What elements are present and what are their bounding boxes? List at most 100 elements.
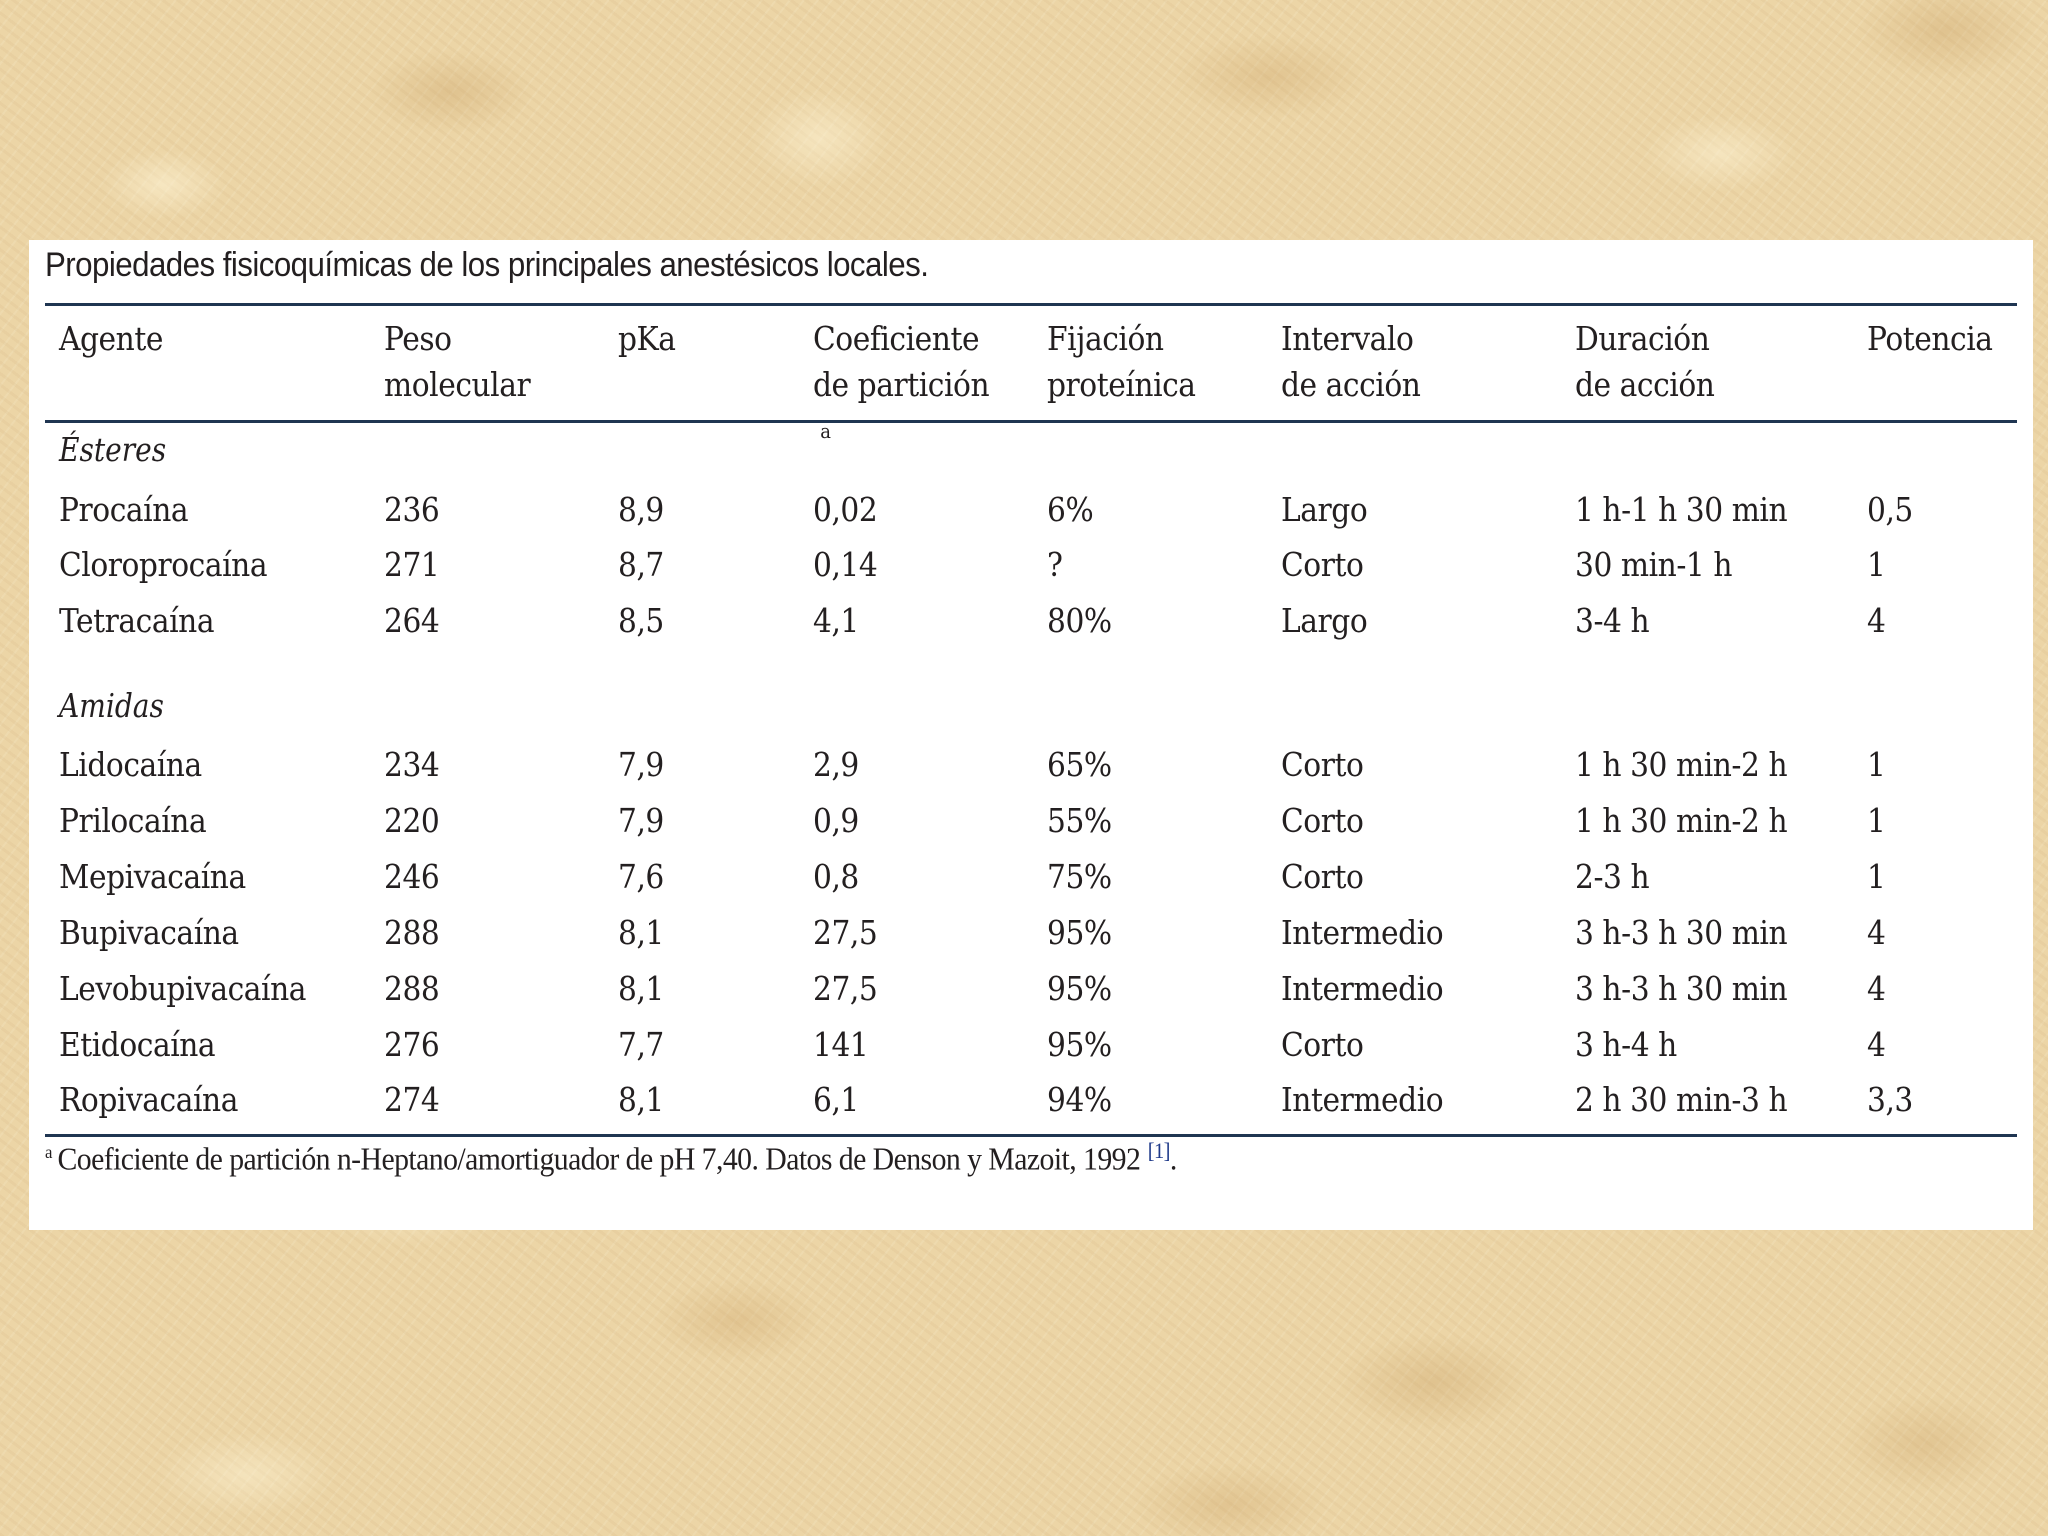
cell-intervalo: Intermedio: [1281, 969, 1444, 1008]
cell-agente: Mepivacaína: [59, 857, 246, 896]
cell-duracion: 1 h 30 min-2 h: [1575, 801, 1788, 840]
group-label-amidas: Amidas: [59, 686, 164, 725]
cell-coeficiente: 4,1: [813, 601, 859, 640]
table-caption: Propiedades fisicoquímicas de los princi…: [45, 246, 929, 284]
table-row: Mepivacaína 246 7,6 0,8 75% Corto 2-3 h …: [29, 852, 2033, 902]
table-row: Ropivacaína 274 8,1 6,1 94% Intermedio 2…: [29, 1075, 2033, 1125]
table-footnote: a Coeficiente de partición n-Heptano/amor…: [45, 1138, 1177, 1178]
cell-fijacion: 65%: [1047, 745, 1112, 784]
cell-potencia: 4: [1867, 601, 1886, 640]
cell-peso: 220: [384, 801, 440, 840]
cell-peso: 288: [384, 913, 440, 952]
cell-pka: 8,1: [618, 1080, 664, 1119]
header-duracion-accion: Duración de acción: [1575, 319, 1715, 404]
cell-potencia: 4: [1867, 969, 1886, 1008]
cell-agente: Bupivacaína: [59, 913, 239, 952]
cell-peso: 236: [384, 490, 440, 529]
header-rule: [45, 420, 2017, 423]
cell-fijacion: 80%: [1047, 601, 1112, 640]
cell-coeficiente: 141: [813, 1025, 869, 1064]
cell-coeficiente: 0,9: [813, 801, 859, 840]
cell-coeficiente: 0,02: [813, 490, 878, 529]
cell-agente: Procaína: [59, 490, 189, 529]
cell-duracion: 2 h 30 min-3 h: [1575, 1080, 1788, 1119]
cell-peso: 276: [384, 1025, 440, 1064]
table-panel: Propiedades fisicoquímicas de los princi…: [29, 240, 2033, 1230]
cell-duracion: 3 h-4 h: [1575, 1025, 1677, 1064]
header-pka: pKa: [618, 319, 676, 358]
cell-pka: 7,9: [618, 745, 664, 784]
cell-peso: 274: [384, 1080, 440, 1119]
cell-pka: 8,1: [618, 913, 664, 952]
table-top-rule: [45, 303, 2017, 306]
cell-intervalo: Corto: [1281, 801, 1364, 840]
reference-link[interactable]: [1]: [1147, 1138, 1171, 1163]
cell-duracion: 1 h 30 min-2 h: [1575, 745, 1788, 784]
header-agente: Agente: [59, 319, 163, 358]
cell-agente: Lidocaína: [59, 745, 202, 784]
cell-fijacion: 95%: [1047, 1025, 1112, 1064]
cell-potencia: 0,5: [1867, 490, 1913, 529]
cell-coeficiente: 6,1: [813, 1080, 859, 1119]
footnote-mark: a: [45, 1142, 52, 1162]
cell-duracion: 30 min-1 h: [1575, 545, 1733, 584]
cell-potencia: 4: [1867, 1025, 1886, 1064]
table-row: Tetracaína 264 8,5 4,1 80% Largo 3-4 h 4: [29, 596, 2033, 646]
cell-intervalo: Intermedio: [1281, 1080, 1444, 1119]
header-coeficiente-particion: Coeficiente de partición a: [813, 316, 990, 454]
header-fijacion-proteinica: Fijación proteínica: [1047, 319, 1196, 404]
cell-potencia: 1: [1867, 857, 1886, 896]
table-row: Procaína 236 8,9 0,02 6% Largo 1 h-1 h 3…: [29, 485, 2033, 535]
cell-pka: 8,5: [618, 601, 664, 640]
cell-fijacion: 6%: [1047, 490, 1094, 529]
table-row: Etidocaína 276 7,7 141 95% Corto 3 h-4 h…: [29, 1020, 2033, 1070]
cell-pka: 7,9: [618, 801, 664, 840]
cell-coeficiente: 0,8: [813, 857, 859, 896]
table-row: Cloroprocaína 271 8,7 0,14 ? Corto 30 mi…: [29, 540, 2033, 590]
cell-peso: 288: [384, 969, 440, 1008]
table-row: Levobupivacaína 288 8,1 27,5 95% Interme…: [29, 964, 2033, 1014]
cell-pka: 8,7: [618, 545, 664, 584]
cell-intervalo: Largo: [1281, 490, 1368, 529]
cell-intervalo: Corto: [1281, 857, 1364, 896]
cell-pka: 8,1: [618, 969, 664, 1008]
cell-potencia: 4: [1867, 913, 1886, 952]
cell-duracion: 1 h-1 h 30 min: [1575, 490, 1788, 529]
cell-potencia: 1: [1867, 801, 1886, 840]
cell-pka: 8,9: [618, 490, 664, 529]
header-potencia: Potencia: [1867, 319, 1993, 358]
cell-fijacion: 55%: [1047, 801, 1112, 840]
header-intervalo-accion: Intervalo de acción: [1281, 319, 1421, 404]
cell-fijacion: 95%: [1047, 969, 1112, 1008]
footnote-text: Coeficiente de partición n-Heptano/amort…: [57, 1140, 1141, 1177]
cell-duracion: 3 h-3 h 30 min: [1575, 913, 1788, 952]
table-row: Bupivacaína 288 8,1 27,5 95% Intermedio …: [29, 908, 2033, 958]
cell-agente: Cloroprocaína: [59, 545, 268, 584]
cell-agente: Etidocaína: [59, 1025, 216, 1064]
cell-potencia: 3,3: [1867, 1080, 1913, 1119]
cell-agente: Tetracaína: [59, 601, 215, 640]
cell-duracion: 2-3 h: [1575, 857, 1650, 896]
cell-peso: 246: [384, 857, 440, 896]
cell-potencia: 1: [1867, 745, 1886, 784]
cell-duracion: 3 h-3 h 30 min: [1575, 969, 1788, 1008]
footnote-marker: a: [820, 419, 831, 443]
group-label-esteres: Ésteres: [59, 430, 167, 469]
cell-fijacion: 75%: [1047, 857, 1112, 896]
footnote-end: .: [1169, 1140, 1177, 1177]
cell-potencia: 1: [1867, 545, 1886, 584]
cell-coeficiente: 27,5: [813, 969, 878, 1008]
cell-pka: 7,7: [618, 1025, 664, 1064]
cell-peso: 234: [384, 745, 440, 784]
header-peso-molecular: Peso molecular: [384, 319, 531, 404]
cell-fijacion: 94%: [1047, 1080, 1112, 1119]
cell-intervalo: Intermedio: [1281, 913, 1444, 952]
cell-fijacion: ?: [1047, 545, 1063, 584]
cell-coeficiente: 0,14: [813, 545, 878, 584]
cell-intervalo: Largo: [1281, 601, 1368, 640]
cell-coeficiente: 2,9: [813, 745, 859, 784]
cell-duracion: 3-4 h: [1575, 601, 1650, 640]
table-bottom-rule: [45, 1134, 2017, 1137]
cell-intervalo: Corto: [1281, 745, 1364, 784]
